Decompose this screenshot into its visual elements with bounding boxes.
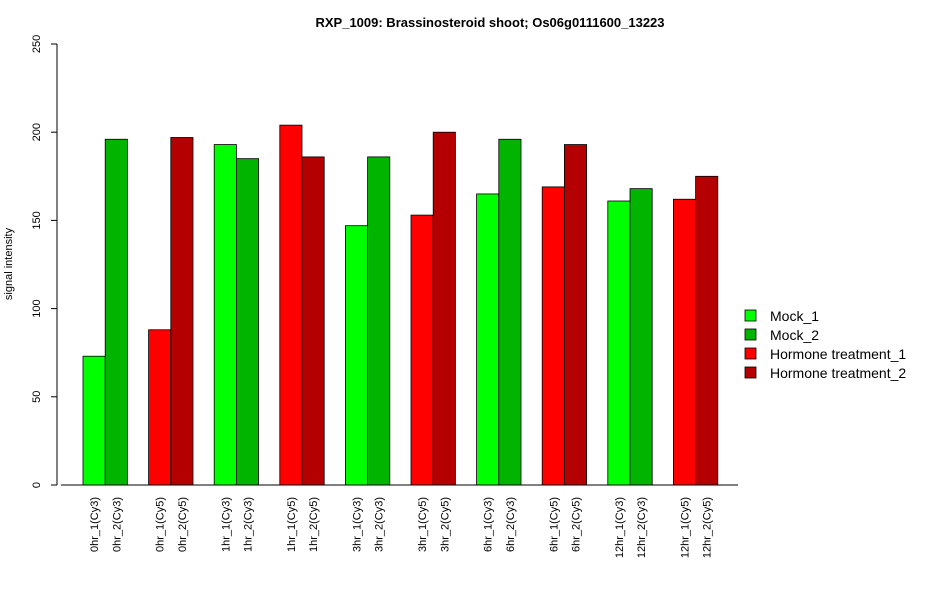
bar xyxy=(301,156,325,486)
x-tick-label: 0hr_1(Cy3) xyxy=(89,497,101,552)
x-tick-label: 0hr_2(Cy5) xyxy=(177,497,189,552)
legend-swatch xyxy=(744,366,757,379)
bar xyxy=(498,138,522,486)
legend-swatch xyxy=(744,309,757,322)
bar xyxy=(235,158,259,486)
bars xyxy=(82,124,719,486)
bar xyxy=(170,137,194,486)
x-tick-label: 12hr_1(Cy3) xyxy=(614,497,626,558)
x-tick-label: 0hr_1(Cy5) xyxy=(155,497,167,552)
bar xyxy=(367,156,391,486)
bar xyxy=(673,198,697,486)
bar xyxy=(410,214,434,486)
bar xyxy=(541,186,565,486)
legend-swatch xyxy=(744,328,757,341)
x-tick-label: 1hr_2(Cy3) xyxy=(243,497,255,552)
bar xyxy=(104,138,128,486)
legend-label: Hormone treatment_1 xyxy=(770,346,906,362)
chart-title: RXP_1009: Brassinosteroid shoot; Os06g01… xyxy=(315,15,664,30)
bar xyxy=(148,329,172,486)
x-tick-label: 6hr_2(Cy5) xyxy=(571,497,583,552)
bar xyxy=(279,124,303,486)
bar xyxy=(82,355,106,486)
x-tick-label: 3hr_2(Cy3) xyxy=(374,497,386,552)
y-axis-label: signal intensity xyxy=(3,227,15,300)
y-tick-label: 150 xyxy=(31,211,43,229)
x-tick-label: 6hr_1(Cy5) xyxy=(548,497,560,552)
bar xyxy=(607,200,631,486)
bar xyxy=(432,131,456,486)
y-axis: 0 50 100 150 200 250 xyxy=(31,35,58,488)
x-tick-label: 0hr_2(Cy3) xyxy=(111,497,123,552)
x-tick-label: 6hr_2(Cy3) xyxy=(505,497,517,552)
x-tick-label: 1hr_1(Cy5) xyxy=(286,497,298,552)
x-tick-label: 1hr_1(Cy3) xyxy=(220,497,232,552)
x-tick-label: 12hr_2(Cy3) xyxy=(636,497,648,558)
legend-label: Mock_2 xyxy=(770,327,819,343)
bar xyxy=(695,175,719,486)
legend-label: Hormone treatment_2 xyxy=(770,365,906,381)
x-axis-tick-labels: 0hr_1(Cy3) 0hr_2(Cy3) 0hr_1(Cy5) 0hr_2(Cy5)… xyxy=(89,497,714,558)
y-tick-label: 0 xyxy=(31,482,43,488)
y-tick-label: 200 xyxy=(31,123,43,141)
bar xyxy=(344,225,368,486)
legend: Mock_1 Mock_2 Hormone treatment_1 Hormone t… xyxy=(744,308,906,381)
y-tick-label: 100 xyxy=(31,299,43,317)
x-tick-label: 3hr_1(Cy5) xyxy=(417,497,429,552)
x-tick-label: 3hr_2(Cy5) xyxy=(439,497,451,552)
x-tick-label: 6hr_1(Cy3) xyxy=(483,497,495,552)
y-tick-label: 50 xyxy=(31,391,43,403)
x-tick-label: 1hr_2(Cy5) xyxy=(308,497,320,552)
x-tick-label: 12hr_2(Cy5) xyxy=(702,497,714,558)
legend-label: Mock_1 xyxy=(770,308,819,324)
legend-swatch xyxy=(744,347,757,360)
bar xyxy=(564,144,588,486)
bar xyxy=(213,144,237,486)
x-tick-label: 3hr_1(Cy3) xyxy=(352,497,364,552)
bar xyxy=(629,188,653,486)
bar xyxy=(476,193,500,486)
y-tick-label: 250 xyxy=(31,35,43,53)
x-tick-label: 12hr_1(Cy5) xyxy=(680,497,692,558)
